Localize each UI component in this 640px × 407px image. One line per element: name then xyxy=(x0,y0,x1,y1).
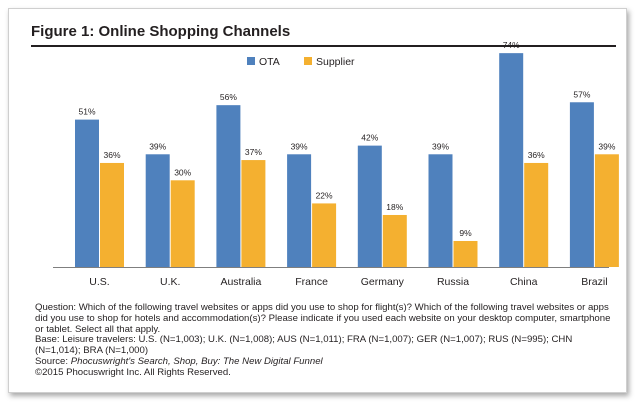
data-label-ota-germany: 42% xyxy=(361,133,378,143)
data-label-supplier-germany: 18% xyxy=(386,202,403,212)
data-label-ota-us: 51% xyxy=(78,107,95,117)
title-divider xyxy=(31,45,616,47)
data-label-ota-brazil: 57% xyxy=(573,89,590,99)
data-label-ota-china: 74% xyxy=(503,40,520,50)
bar-supplier-brazil xyxy=(594,154,619,267)
bar-supplier-france xyxy=(312,203,337,267)
data-label-supplier-australia: 37% xyxy=(245,147,262,157)
bar-supplier-china xyxy=(524,162,549,267)
category-label-germany: Germany xyxy=(361,276,405,288)
figure-title: Figure 1: Online Shopping Channels xyxy=(31,23,291,40)
data-label-ota-australia: 56% xyxy=(220,92,237,102)
category-label-russia: Russia xyxy=(437,276,469,288)
category-label-brazil: Brazil xyxy=(581,276,607,288)
bar-chart: OTA Supplier 51% 36% U.S. 39% 30% U.K. 56% 37% Aus… xyxy=(53,40,619,288)
data-label-ota-uk: 39% xyxy=(149,141,166,151)
caption-source-prefix: Source: xyxy=(35,355,71,367)
category-label-france: France xyxy=(295,276,328,288)
bar-ota-brazil xyxy=(569,102,594,268)
data-label-supplier-russia: 9% xyxy=(459,228,472,238)
data-label-supplier-brazil: 39% xyxy=(598,141,615,151)
data-label-ota-russia: 39% xyxy=(432,141,449,151)
data-label-supplier-us: 36% xyxy=(103,150,120,160)
data-label-supplier-france: 22% xyxy=(316,190,333,200)
bar-ota-russia xyxy=(428,154,453,267)
category-label-uk: U.K. xyxy=(160,276,180,288)
caption-source-title: Phocuswright's Search, Shop, Buy: The Ne… xyxy=(70,355,323,367)
category-label-us: U.S. xyxy=(89,276,109,288)
bar-supplier-australia xyxy=(241,160,266,267)
figure-caption: Question: Which of the following travel … xyxy=(35,302,615,379)
bar-ota-australia xyxy=(216,105,241,267)
data-label-supplier-uk: 30% xyxy=(174,167,191,177)
data-label-supplier-china: 36% xyxy=(528,150,545,160)
caption-source: Source: Phocuswright's Search, Shop, Buy… xyxy=(35,355,615,368)
bar-supplier-russia xyxy=(453,240,478,267)
bar-supplier-germany xyxy=(382,214,407,267)
bar-supplier-uk xyxy=(170,180,195,267)
category-label-china: China xyxy=(510,276,538,288)
legend-ota-swatch xyxy=(247,57,255,65)
caption-base: Base: Leisure travelers: U.S. (N=1,003);… xyxy=(35,334,573,357)
bar-ota-uk xyxy=(145,154,170,267)
caption-question: Question: Which of the following travel … xyxy=(35,302,611,335)
legend-ota-label: OTA xyxy=(259,56,280,68)
data-label-ota-france: 39% xyxy=(291,141,308,151)
category-label-australia: Australia xyxy=(220,276,261,288)
legend-supplier-label: Supplier xyxy=(316,56,355,68)
caption-copyright: ©2015 Phocuswright Inc. All Rights Reser… xyxy=(35,366,231,378)
bar-supplier-us xyxy=(100,162,124,267)
bar-ota-us xyxy=(75,119,99,267)
bar-ota-china xyxy=(499,53,524,267)
bar-ota-france xyxy=(287,154,312,267)
bar-ota-germany xyxy=(357,145,382,267)
figure-frame: Figure 1: Online Shopping Channels OTA Su… xyxy=(8,8,627,393)
legend-supplier-swatch xyxy=(304,57,312,65)
